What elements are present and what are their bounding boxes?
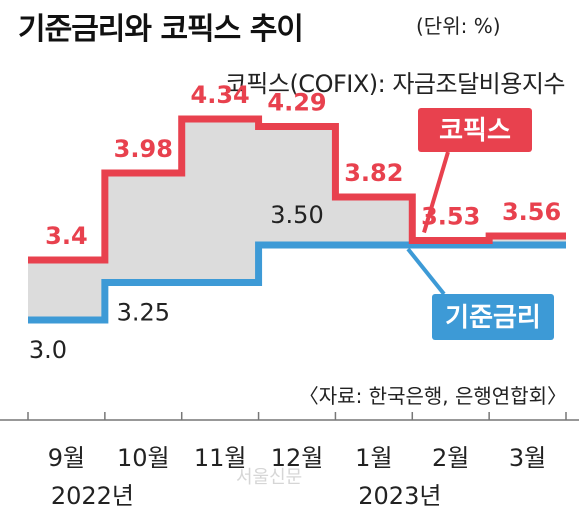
base-rate-legend-label: 기준금리	[445, 303, 541, 333]
base-rate-value-label: 3.0	[29, 336, 67, 364]
year-label: 2022년	[51, 482, 134, 510]
base-rate-value-label: 3.50	[270, 201, 323, 229]
cofix-legend-label: 코픽스	[439, 116, 511, 146]
x-tick-label: 11월	[194, 444, 247, 472]
source-note: 〈자료: 한국은행, 은행연합회〉	[298, 384, 567, 408]
cofix-callout-pointer	[422, 151, 450, 234]
cofix-value-label: 4.29	[267, 89, 326, 117]
cofix-value-label: 3.98	[114, 135, 173, 163]
x-tick-label: 1월	[355, 444, 392, 472]
spread-area	[28, 119, 566, 320]
series-line-cofix	[28, 115, 566, 264]
cofix-value-label: 4.34	[191, 81, 250, 109]
chart-title: 기준금리와 코픽스 추이	[18, 12, 304, 47]
cofix-value-label: 3.56	[502, 198, 561, 226]
cofix-value-label: 3.82	[344, 159, 403, 187]
series-line-base-rate	[28, 241, 566, 324]
base-rate-callout-pointer	[406, 247, 446, 296]
base-rate-value-label: 3.25	[117, 299, 170, 327]
base-rate-legend-box	[432, 294, 554, 340]
x-tick-label: 3월	[509, 444, 546, 472]
watermark: 서울신문	[236, 467, 303, 488]
year-label: 2023년	[358, 482, 441, 510]
x-tick-label: 10월	[117, 444, 170, 472]
x-tick-label: 2월	[432, 444, 469, 472]
cofix-legend-box	[418, 108, 532, 152]
chart-subtitle: 코픽스(COFIX): 자금조달비용지수	[224, 70, 566, 98]
x-tick-label: 9월	[48, 444, 85, 472]
x-tick-label: 12월	[271, 444, 324, 472]
cofix-value-label: 3.4	[45, 222, 88, 250]
unit-label: (단위: %)	[416, 14, 501, 38]
